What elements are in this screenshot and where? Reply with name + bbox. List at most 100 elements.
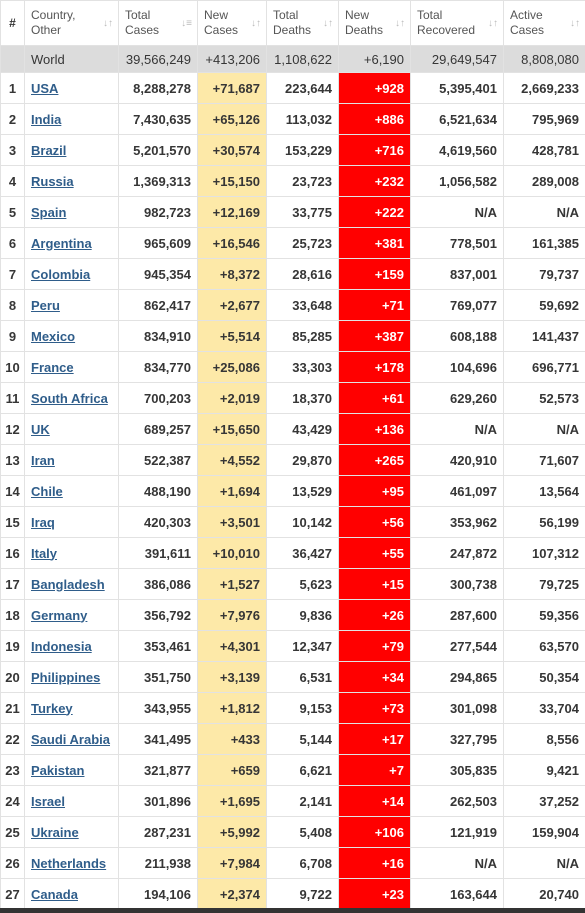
total-recovered-cell: N/A [410, 196, 504, 228]
table-row: 27 Canada 194,106 +2,374 9,722 +23 163,644 20,7… [0, 878, 585, 910]
active-cases-cell: 71,607 [503, 444, 585, 476]
header-active-cases[interactable]: Active Cases ↓↑ [503, 0, 585, 46]
rank-cell: 11 [0, 382, 25, 414]
country-link[interactable]: Pakistan [31, 762, 85, 778]
total-deaths-cell: 223,644 [266, 72, 339, 104]
total-deaths-cell: 6,708 [266, 847, 339, 879]
country-link[interactable]: India [31, 111, 62, 127]
country-link[interactable]: Turkey [31, 700, 73, 716]
country-link[interactable]: Iraq [31, 514, 55, 530]
new-deaths-cell: +34 [338, 661, 411, 693]
country-cell: Spain [24, 196, 119, 228]
active-cases-cell: 79,725 [503, 568, 585, 600]
header-country-line1: Country, [31, 8, 76, 22]
country-link[interactable]: UK [31, 421, 50, 437]
country-link[interactable]: Mexico [31, 328, 76, 344]
country-link[interactable]: Peru [31, 297, 60, 313]
header-new-deaths-line2: Deaths [345, 23, 384, 37]
header-new-deaths[interactable]: New Deaths ↓↑ [338, 0, 411, 46]
rank-cell: 2 [0, 103, 25, 135]
bottom-scrollbar[interactable] [0, 908, 585, 913]
header-total-recovered-line2: Recovered [417, 23, 476, 37]
total-cases-cell: 488,190 [118, 475, 198, 507]
new-deaths-cell: +16 [338, 847, 411, 879]
new-cases-cell: +3,501 [197, 506, 267, 538]
header-total-recovered[interactable]: Total Recovered ↓↑ [410, 0, 504, 46]
country-link[interactable]: Philippines [31, 669, 101, 685]
country-link[interactable]: Spain [31, 204, 67, 220]
total-cases-cell: 700,203 [118, 382, 198, 414]
table-row: 20 Philippines 351,750 +3,139 6,531 +34 294,86… [0, 661, 585, 693]
rank-cell: 7 [0, 258, 25, 290]
active-cases-cell: 141,437 [503, 320, 585, 352]
country-link[interactable]: Indonesia [31, 638, 92, 654]
rank-cell: 22 [0, 723, 25, 755]
header-total-cases[interactable]: Total Cases ↓≡ [118, 0, 198, 46]
total-deaths-cell: 33,303 [266, 351, 339, 383]
new-cases-cell: +15,150 [197, 165, 267, 197]
country-link[interactable]: France [31, 359, 74, 375]
active-cases-cell: 161,385 [503, 227, 585, 259]
world-name: World [24, 45, 119, 73]
country-link[interactable]: Ukraine [31, 824, 79, 840]
country-link[interactable]: Argentina [31, 235, 92, 251]
country-link[interactable]: Brazil [31, 142, 67, 158]
country-link[interactable]: Russia [31, 173, 74, 189]
total-deaths-cell: 6,531 [266, 661, 339, 693]
country-link[interactable]: Canada [31, 886, 78, 902]
rank-cell: 15 [0, 506, 25, 538]
country-link[interactable]: Bangladesh [31, 576, 105, 592]
country-link[interactable]: Italy [31, 545, 58, 561]
total-deaths-cell: 6,621 [266, 754, 339, 786]
country-link[interactable]: Saudi Arabia [31, 731, 110, 747]
country-cell: Saudi Arabia [24, 723, 119, 755]
total-cases-cell: 862,417 [118, 289, 198, 321]
new-cases-cell: +10,010 [197, 537, 267, 569]
total-deaths-cell: 18,370 [266, 382, 339, 414]
country-link[interactable]: Israel [31, 793, 65, 809]
sort-arrows-icon: ↓↑ [395, 18, 405, 29]
header-new-cases-line1: New [204, 8, 229, 22]
rank-cell: 5 [0, 196, 25, 228]
country-cell: Peru [24, 289, 119, 321]
rank-cell: 10 [0, 351, 25, 383]
country-link[interactable]: Iran [31, 452, 55, 468]
country-link[interactable]: USA [31, 80, 59, 96]
active-cases-cell: 63,570 [503, 630, 585, 662]
world-active-cases: 8,808,080 [503, 45, 585, 73]
total-recovered-cell: 769,077 [410, 289, 504, 321]
total-recovered-cell: 461,097 [410, 475, 504, 507]
country-link[interactable]: Colombia [31, 266, 91, 282]
table-row: 22 Saudi Arabia 341,495 +433 5,144 +17 327,795… [0, 723, 585, 755]
total-recovered-cell: 1,056,582 [410, 165, 504, 197]
total-cases-cell: 341,495 [118, 723, 198, 755]
table-row: 9 Mexico 834,910 +5,514 85,285 +387 608,188 141… [0, 320, 585, 352]
active-cases-cell: N/A [503, 196, 585, 228]
total-deaths-cell: 113,032 [266, 103, 339, 135]
header-rank-label: # [9, 15, 16, 30]
header-country[interactable]: Country, Other ↓↑ [24, 0, 119, 46]
header-rank[interactable]: # [0, 0, 25, 46]
total-recovered-cell: 294,865 [410, 661, 504, 693]
total-cases-cell: 287,231 [118, 816, 198, 848]
rank-cell: 26 [0, 847, 25, 879]
header-new-cases[interactable]: New Cases ↓↑ [197, 0, 267, 46]
new-deaths-cell: +159 [338, 258, 411, 290]
total-cases-cell: 7,430,635 [118, 103, 198, 135]
header-country-line2: Other [31, 23, 62, 37]
table-row: 24 Israel 301,896 +1,695 2,141 +14 262,503 37,2… [0, 785, 585, 817]
new-cases-cell: +1,695 [197, 785, 267, 817]
active-cases-cell: 107,312 [503, 537, 585, 569]
country-link[interactable]: Germany [31, 607, 88, 623]
header-total-cases-line1: Total [125, 8, 151, 22]
country-link[interactable]: Netherlands [31, 855, 107, 871]
sort-arrows-icon: ↓↑ [251, 18, 261, 29]
country-link[interactable]: South Africa [31, 390, 108, 406]
new-cases-cell: +4,552 [197, 444, 267, 476]
header-total-deaths[interactable]: Total Deaths ↓↑ [266, 0, 339, 46]
country-link[interactable]: Chile [31, 483, 63, 499]
table-row: 19 Indonesia 353,461 +4,301 12,347 +79 277,544… [0, 630, 585, 662]
table-row: 18 Germany 356,792 +7,976 9,836 +26 287,600 59,… [0, 599, 585, 631]
active-cases-cell: N/A [503, 413, 585, 445]
total-recovered-cell: 837,001 [410, 258, 504, 290]
